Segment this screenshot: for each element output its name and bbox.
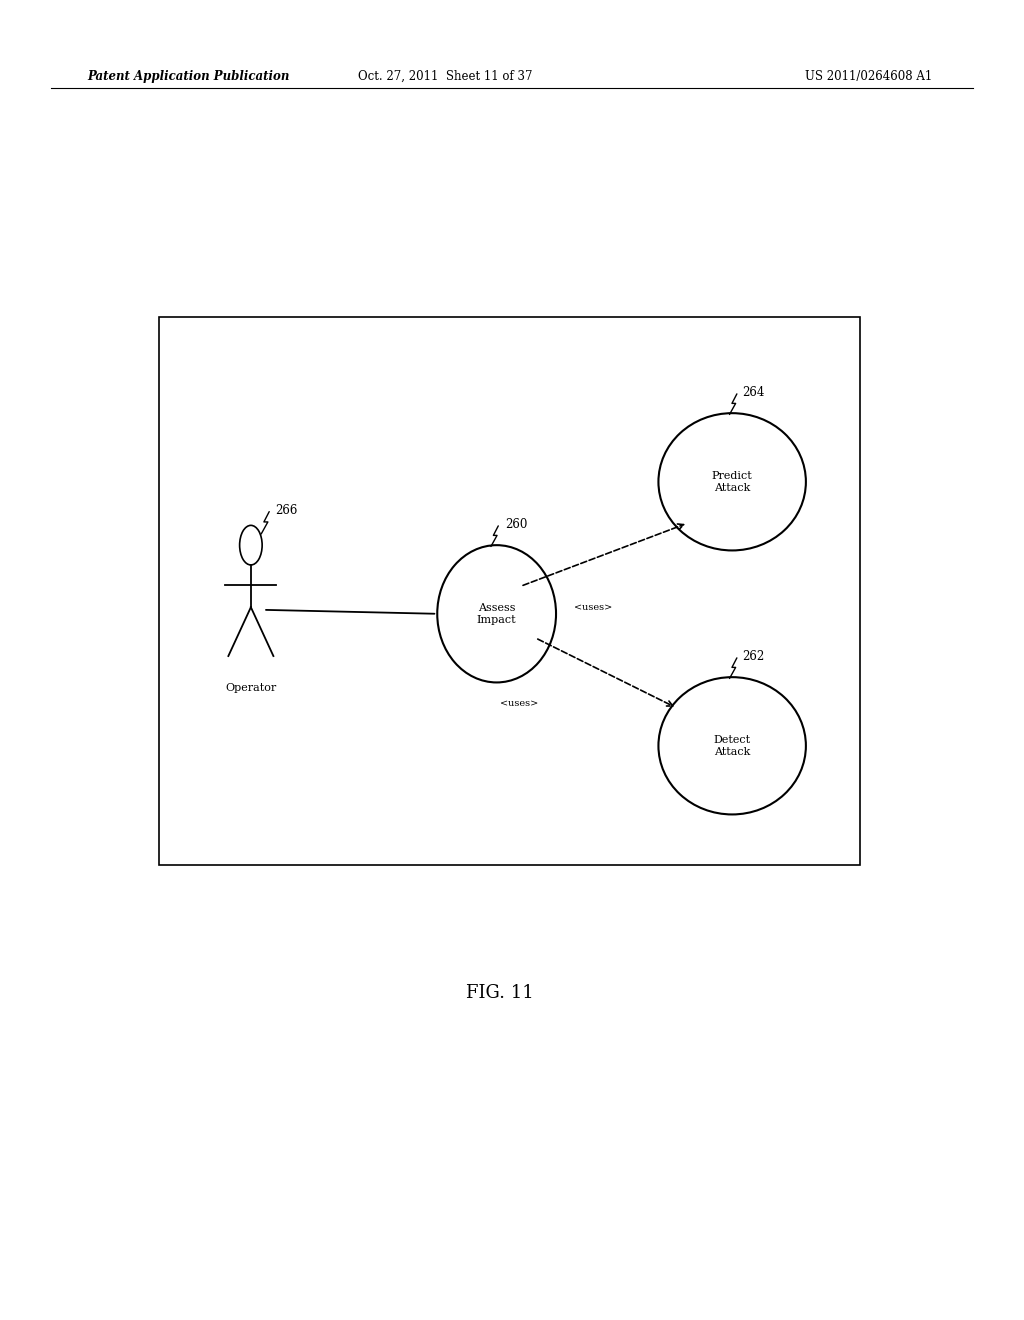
Ellipse shape [240, 525, 262, 565]
Text: Oct. 27, 2011  Sheet 11 of 37: Oct. 27, 2011 Sheet 11 of 37 [358, 70, 532, 83]
Text: <uses>: <uses> [500, 700, 538, 708]
Text: Predict
Attack: Predict Attack [712, 471, 753, 492]
Text: US 2011/0264608 A1: US 2011/0264608 A1 [805, 70, 932, 83]
Text: 264: 264 [742, 385, 765, 399]
Text: Patent Application Publication: Patent Application Publication [87, 70, 290, 83]
Text: Assess
Impact: Assess Impact [477, 603, 516, 624]
Ellipse shape [437, 545, 556, 682]
Bar [159, 317, 860, 865]
Text: FIG. 11: FIG. 11 [466, 983, 534, 1002]
Text: Operator: Operator [225, 682, 276, 693]
Ellipse shape [658, 413, 806, 550]
Text: Detect
Attack: Detect Attack [714, 735, 751, 756]
Text: <uses>: <uses> [574, 603, 612, 611]
Ellipse shape [658, 677, 806, 814]
Text: 262: 262 [742, 649, 765, 663]
Text: 266: 266 [275, 504, 298, 517]
Text: 260: 260 [505, 517, 527, 531]
